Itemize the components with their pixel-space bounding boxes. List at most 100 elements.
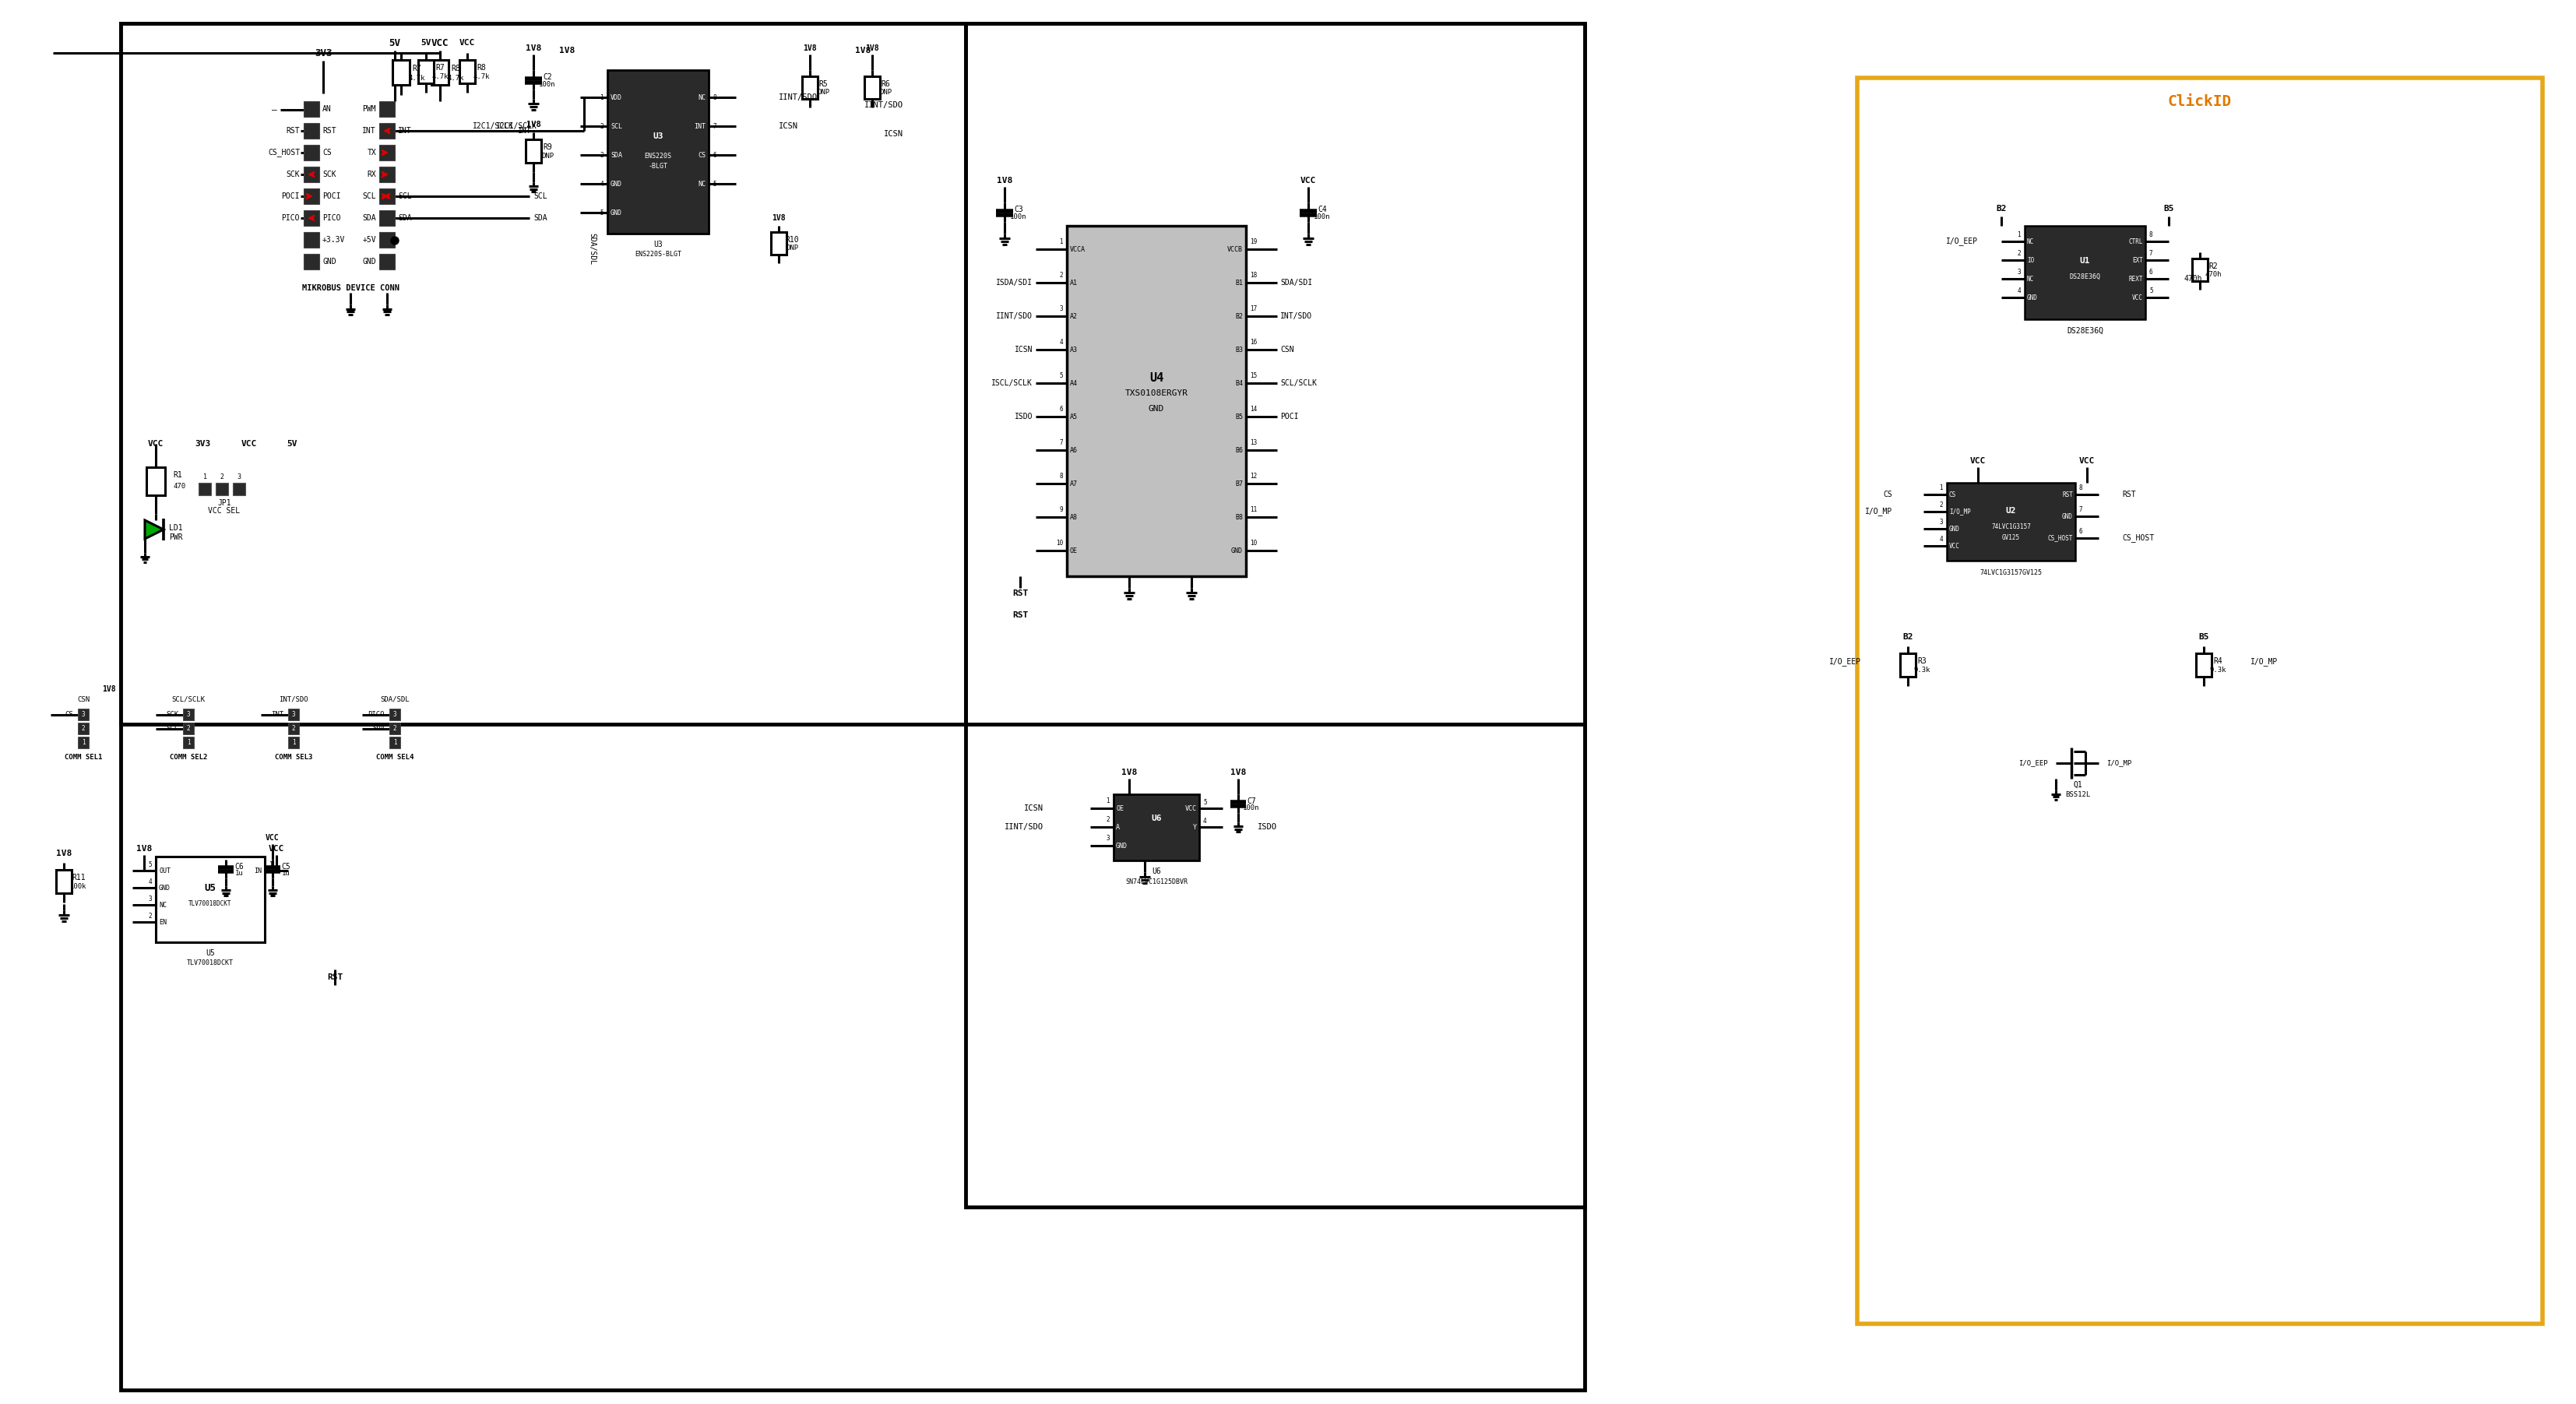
- Text: DNP: DNP: [786, 244, 799, 251]
- Text: C5: C5: [281, 862, 291, 870]
- Text: GND: GND: [1115, 842, 1128, 849]
- Text: 3V3: 3V3: [314, 48, 332, 58]
- Text: B1: B1: [1234, 279, 1242, 286]
- Text: U1: U1: [2079, 257, 2089, 265]
- Text: NC: NC: [160, 901, 167, 908]
- Text: A7: A7: [1069, 480, 1077, 487]
- Text: GND: GND: [160, 885, 170, 892]
- Text: INT: INT: [518, 126, 531, 135]
- Text: GND: GND: [2063, 512, 2074, 519]
- Text: 2: 2: [1105, 816, 1110, 823]
- Text: U3: U3: [652, 132, 662, 140]
- Text: ICSN: ICSN: [1015, 345, 1033, 354]
- Text: 18: 18: [1249, 271, 1257, 278]
- Text: NC: NC: [698, 180, 706, 187]
- Bar: [2025, 226, 2146, 319]
- Text: Q1: Q1: [2074, 781, 2081, 789]
- Text: SDA: SDA: [397, 215, 412, 222]
- Text: ENS220S-BLGT: ENS220S-BLGT: [634, 250, 683, 257]
- Text: 6: 6: [2148, 268, 2154, 275]
- Text: I/O_EEP: I/O_EEP: [2020, 760, 2048, 767]
- Text: A: A: [1115, 824, 1121, 831]
- Text: 3: 3: [1940, 518, 1942, 525]
- Text: 3: 3: [237, 473, 242, 480]
- Bar: [289, 709, 299, 720]
- Text: U6: U6: [1151, 814, 1162, 821]
- Text: RST: RST: [286, 126, 299, 135]
- Text: C2: C2: [544, 73, 551, 81]
- Text: SDA: SDA: [611, 152, 623, 159]
- Text: 1u: 1u: [281, 869, 291, 876]
- Text: VCCA: VCCA: [1069, 246, 1084, 253]
- Bar: [389, 709, 399, 720]
- Text: 100k: 100k: [70, 883, 88, 890]
- Text: A3: A3: [1069, 347, 1077, 354]
- Text: SDA: SDA: [533, 215, 546, 222]
- Text: CSN: CSN: [1280, 345, 1293, 354]
- Text: B7: B7: [1234, 480, 1242, 487]
- Text: SCL/SCLK: SCL/SCLK: [173, 696, 206, 703]
- Text: U6: U6: [1151, 868, 1162, 875]
- Text: 470h: 470h: [2205, 271, 2223, 278]
- Text: I/O_EEP: I/O_EEP: [1829, 657, 1860, 665]
- Text: 4: 4: [2017, 286, 2020, 293]
- Text: R7: R7: [435, 63, 446, 72]
- Text: R1: R1: [173, 472, 183, 479]
- Bar: [232, 483, 245, 496]
- Bar: [770, 232, 786, 254]
- Text: R11: R11: [72, 873, 85, 882]
- Text: R7: R7: [412, 65, 420, 72]
- Text: SN74LVC1G125DBVR: SN74LVC1G125DBVR: [1126, 878, 1188, 885]
- Text: VCC: VCC: [1185, 804, 1198, 812]
- Text: CS: CS: [1883, 490, 1893, 498]
- Text: ICSN: ICSN: [1025, 804, 1043, 812]
- Text: 2: 2: [82, 724, 85, 731]
- Bar: [417, 59, 433, 83]
- Text: B2: B2: [1996, 205, 2007, 212]
- Text: 4.7k: 4.7k: [448, 74, 464, 81]
- Bar: [389, 737, 399, 748]
- Text: 4: 4: [1059, 338, 1064, 345]
- Text: LD1: LD1: [170, 524, 183, 532]
- Text: 16: 16: [1249, 338, 1257, 345]
- Text: SDA/SDL: SDA/SDL: [587, 233, 595, 265]
- Text: 1: 1: [1105, 797, 1110, 804]
- Text: 3: 3: [149, 896, 152, 903]
- Text: OUT: OUT: [160, 868, 170, 875]
- Text: 7: 7: [2148, 250, 2154, 257]
- Text: 3: 3: [1059, 305, 1064, 312]
- Bar: [183, 723, 193, 734]
- Text: B2: B2: [1904, 633, 1914, 640]
- Bar: [801, 76, 817, 98]
- Text: RST: RST: [1012, 611, 1028, 619]
- Bar: [1113, 795, 1200, 861]
- Text: GND: GND: [2027, 293, 2038, 300]
- Text: R5: R5: [819, 80, 827, 87]
- Text: SCL: SCL: [397, 192, 412, 201]
- Text: GND: GND: [611, 209, 623, 216]
- Text: POCI: POCI: [1280, 413, 1298, 421]
- Text: U2: U2: [2007, 507, 2017, 515]
- Text: TXS0108ERGYR: TXS0108ERGYR: [1126, 389, 1188, 397]
- Text: IINT/SDO: IINT/SDO: [866, 101, 904, 110]
- Text: SCL: SCL: [533, 192, 546, 201]
- Bar: [608, 70, 708, 233]
- Text: 4.7k: 4.7k: [407, 74, 425, 81]
- Bar: [2195, 653, 2213, 677]
- Text: EN: EN: [160, 918, 167, 925]
- Text: NC: NC: [2027, 275, 2035, 282]
- Text: IO: IO: [2027, 257, 2035, 264]
- Text: R8: R8: [477, 63, 487, 72]
- Text: B3: B3: [1234, 347, 1242, 354]
- Bar: [1901, 653, 1917, 677]
- Text: 1: 1: [2017, 230, 2020, 237]
- Text: TLV70018DCKT: TLV70018DCKT: [188, 959, 234, 966]
- Bar: [289, 723, 299, 734]
- Text: 3: 3: [394, 710, 397, 717]
- Text: VCC: VCC: [265, 834, 278, 842]
- Text: 5V: 5V: [389, 38, 402, 48]
- Text: SDA/SDI: SDA/SDI: [1280, 279, 1311, 286]
- Text: 2: 2: [1059, 271, 1064, 278]
- Text: RST: RST: [1012, 590, 1028, 597]
- Text: ISDO: ISDO: [1015, 413, 1033, 421]
